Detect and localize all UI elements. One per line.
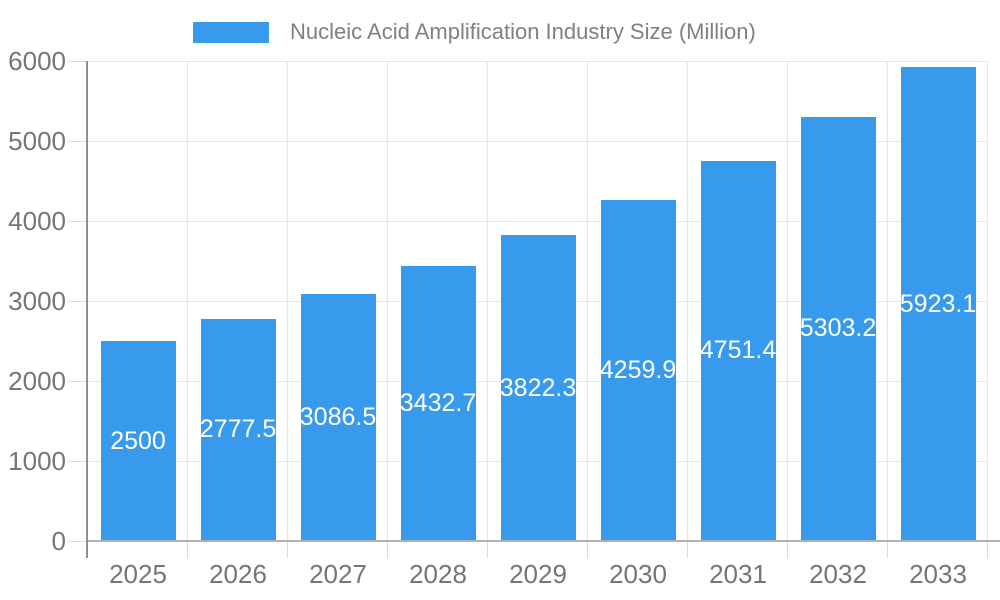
x-axis-tick xyxy=(987,541,988,558)
y-axis-tick xyxy=(68,461,88,462)
bar[interactable] xyxy=(700,160,776,540)
bar-value-label: 4751.4 xyxy=(699,336,777,365)
x-axis-tick xyxy=(687,541,688,558)
y-tick-label: 0 xyxy=(51,526,66,556)
x-axis-tick xyxy=(887,541,888,558)
bar-value-label: 3086.5 xyxy=(299,403,377,432)
x-gridline xyxy=(187,61,188,541)
x-gridline xyxy=(387,61,388,541)
legend: Nucleic Acid Amplification Industry Size… xyxy=(0,0,1000,55)
x-gridline xyxy=(587,61,588,541)
bar-value-label: 2500 xyxy=(110,426,166,455)
x-axis-tick xyxy=(287,541,288,558)
bar[interactable] xyxy=(400,266,476,540)
x-gridline xyxy=(987,61,988,541)
x-tick-label: 2025 xyxy=(109,559,167,589)
x-tick-label: 2031 xyxy=(709,559,767,589)
y-axis-tick xyxy=(68,301,88,302)
x-tick-label: 2030 xyxy=(609,559,667,589)
y-axis-line xyxy=(86,61,88,558)
y-axis-tick xyxy=(68,541,88,542)
y-gridline xyxy=(88,61,988,62)
y-axis-tick xyxy=(68,61,88,62)
x-gridline xyxy=(887,61,888,541)
legend-label[interactable]: Nucleic Acid Amplification Industry Size… xyxy=(290,19,756,44)
y-tick-label: 3000 xyxy=(8,286,66,316)
x-tick-label: 2027 xyxy=(309,559,367,589)
bar[interactable] xyxy=(500,235,576,540)
y-gridline xyxy=(88,141,988,142)
x-tick-label: 2032 xyxy=(809,559,867,589)
x-axis-line xyxy=(88,540,1000,542)
y-axis-tick xyxy=(68,221,88,222)
bar-value-label: 2777.5 xyxy=(199,415,277,444)
x-tick-label: 2026 xyxy=(209,559,267,589)
x-tick-label: 2028 xyxy=(409,559,467,589)
bar[interactable] xyxy=(600,200,676,540)
y-tick-label: 5000 xyxy=(8,126,66,156)
x-tick-label: 2029 xyxy=(509,559,567,589)
y-gridline xyxy=(88,221,988,222)
x-axis-tick xyxy=(587,541,588,558)
bar[interactable] xyxy=(100,341,176,540)
y-tick-label: 4000 xyxy=(8,206,66,236)
y-axis-tick xyxy=(68,141,88,142)
x-tick-label: 2033 xyxy=(909,559,967,589)
y-tick-label: 1000 xyxy=(8,446,66,476)
bar-value-label: 4259.9 xyxy=(599,356,677,385)
bar[interactable] xyxy=(800,116,876,540)
x-axis-tick xyxy=(487,541,488,558)
y-tick-label: 2000 xyxy=(8,366,66,396)
x-axis-tick xyxy=(387,541,388,558)
x-axis-tick xyxy=(187,541,188,558)
y-tick-label: 6000 xyxy=(8,46,66,76)
bar[interactable] xyxy=(900,67,976,540)
bar[interactable] xyxy=(300,294,376,540)
legend-swatch[interactable] xyxy=(193,22,269,43)
bar-value-label: 5303.2 xyxy=(799,314,877,343)
bar-value-label: 5923.1 xyxy=(899,289,977,318)
bar[interactable] xyxy=(200,318,276,540)
y-axis-tick xyxy=(68,381,88,382)
x-axis-tick xyxy=(787,541,788,558)
x-gridline xyxy=(287,61,288,541)
x-gridline xyxy=(787,61,788,541)
x-gridline xyxy=(487,61,488,541)
bar-value-label: 3822.3 xyxy=(499,373,577,402)
x-gridline xyxy=(687,61,688,541)
bar-value-label: 3432.7 xyxy=(399,389,477,418)
